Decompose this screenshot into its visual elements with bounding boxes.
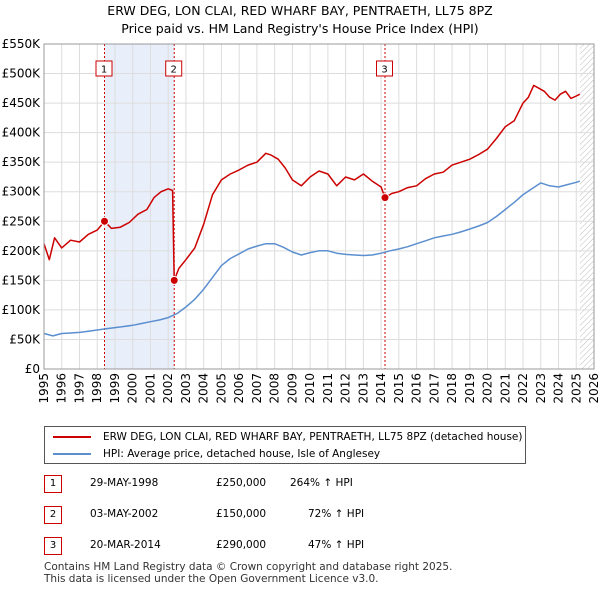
y-tick-label-11: £550K <box>2 37 42 51</box>
y-tick-label-5: £250K <box>2 214 42 228</box>
transaction-badge-2: 2 <box>44 506 62 524</box>
y-tick-label-1: £50K <box>9 332 41 346</box>
x-tick-label-6: 2001 <box>143 373 157 404</box>
transaction-date-1: 29-MAY-1998 <box>90 477 159 489</box>
x-tick-label-5: 2000 <box>126 373 140 404</box>
plot-frame <box>43 43 595 370</box>
y-tick-label-3: £150K <box>2 273 42 287</box>
transaction-hpi-2: 72% ↑ HPI <box>308 508 365 520</box>
ownership-shade-1 <box>104 44 175 369</box>
x-tick-label-23: 2018 <box>445 373 459 404</box>
x-tick-label-15: 2010 <box>303 373 317 404</box>
x-tick-label-11: 2006 <box>232 373 246 404</box>
transaction-label-1: 1 <box>101 65 107 76</box>
x-tick-label-31: 2026 <box>587 373 600 404</box>
footer-license: This data is licensed under the Open Gov… <box>44 573 379 585</box>
legend-item-hpi: HPI: Average price, detached house, Isle… <box>53 446 380 462</box>
transaction-point-2 <box>169 275 179 285</box>
y-tick-label-2: £100K <box>2 303 42 317</box>
x-tick-label-20: 2015 <box>392 373 406 404</box>
transaction-price-1: £250,000 <box>216 477 267 489</box>
x-tick-label-28: 2023 <box>534 373 548 404</box>
transaction-badge-1: 1 <box>44 475 62 493</box>
legend-label-property: ERW DEG, LON CLAI, RED WHARF BAY, PENTRA… <box>103 431 523 443</box>
x-tick-label-7: 2002 <box>161 373 175 404</box>
y-tick-label-9: £450K <box>2 96 42 110</box>
series-line-property <box>43 84 581 282</box>
legend-label-hpi: HPI: Average price, detached house, Isle… <box>103 448 381 460</box>
chart-title: ERW DEG, LON CLAI, RED WHARF BAY, PENTRA… <box>107 3 493 18</box>
transaction-date-3: 20-MAR-2014 <box>90 539 161 551</box>
x-tick-label-13: 2008 <box>268 373 282 404</box>
x-tick-label-1: 1996 <box>55 373 69 404</box>
x-tick-label-22: 2017 <box>427 373 441 404</box>
y-tick-label-6: £300K <box>2 185 42 199</box>
x-tick-label-19: 2014 <box>374 373 388 404</box>
transaction-hpi-3: 47% ↑ HPI <box>308 539 365 551</box>
footer-copyright: Contains HM Land Registry data © Crown c… <box>44 561 453 573</box>
legend-item-property: ERW DEG, LON CLAI, RED WHARF BAY, PENTRA… <box>53 429 522 445</box>
transaction-hpi-1: 264% ↑ HPI <box>290 477 353 489</box>
x-tick-label-0: 1995 <box>37 373 51 404</box>
x-tick-label-8: 2003 <box>179 373 193 404</box>
y-tick-label-4: £200K <box>2 244 42 258</box>
transaction-point-1 <box>100 216 109 226</box>
transaction-label-box-3 <box>376 60 393 77</box>
chart-subtitle: Price paid vs. HM Land Registry's House … <box>121 21 479 36</box>
x-tick-label-12: 2007 <box>250 373 264 404</box>
series-line-hpi <box>43 180 581 337</box>
x-tick-label-9: 2004 <box>197 373 211 404</box>
x-tick-label-17: 2012 <box>339 373 353 404</box>
y-tick-label-8: £400K <box>2 126 42 140</box>
transaction-badge-3: 3 <box>44 537 62 555</box>
transaction-label-2: 2 <box>171 65 177 76</box>
x-tick-label-16: 2011 <box>321 373 335 404</box>
legend-swatch-hpi <box>53 453 91 455</box>
x-tick-label-3: 1998 <box>90 373 104 404</box>
x-tick-label-2: 1997 <box>72 373 86 404</box>
transaction-point-3 <box>380 193 390 203</box>
legend: ERW DEG, LON CLAI, RED WHARF BAY, PENTRA… <box>44 426 526 464</box>
price-chart: 1 2 3 £0 £50K £100K £150K £200K £250K £300K £350K £… <box>2 37 600 404</box>
legend-swatch-property <box>53 436 91 438</box>
transaction-price-3: £290,000 <box>216 539 267 551</box>
x-tick-label-10: 2005 <box>214 373 228 404</box>
y-tick-label-0: £0 <box>25 362 40 376</box>
transaction-label-3: 3 <box>381 65 387 76</box>
y-tick-label-7: £350K <box>2 155 42 169</box>
forecast-hatch <box>579 44 594 369</box>
x-tick-label-25: 2020 <box>481 373 495 404</box>
x-tick-label-24: 2019 <box>463 373 477 404</box>
x-tick-label-29: 2024 <box>552 373 566 404</box>
x-tick-label-30: 2025 <box>569 373 583 404</box>
x-tick-label-27: 2022 <box>516 373 530 404</box>
x-tick-label-4: 1999 <box>108 373 122 404</box>
x-tick-label-21: 2016 <box>410 373 424 404</box>
transaction-label-box-1 <box>95 60 113 77</box>
x-tick-label-14: 2009 <box>285 373 299 404</box>
transaction-price-2: £150,000 <box>216 508 267 520</box>
y-tick-label-10: £500K <box>2 67 42 81</box>
x-tick-label-18: 2013 <box>356 373 370 404</box>
x-tick-label-26: 2021 <box>498 373 512 404</box>
transaction-label-box-2 <box>165 60 183 77</box>
transaction-date-2: 03-MAY-2002 <box>90 508 159 520</box>
